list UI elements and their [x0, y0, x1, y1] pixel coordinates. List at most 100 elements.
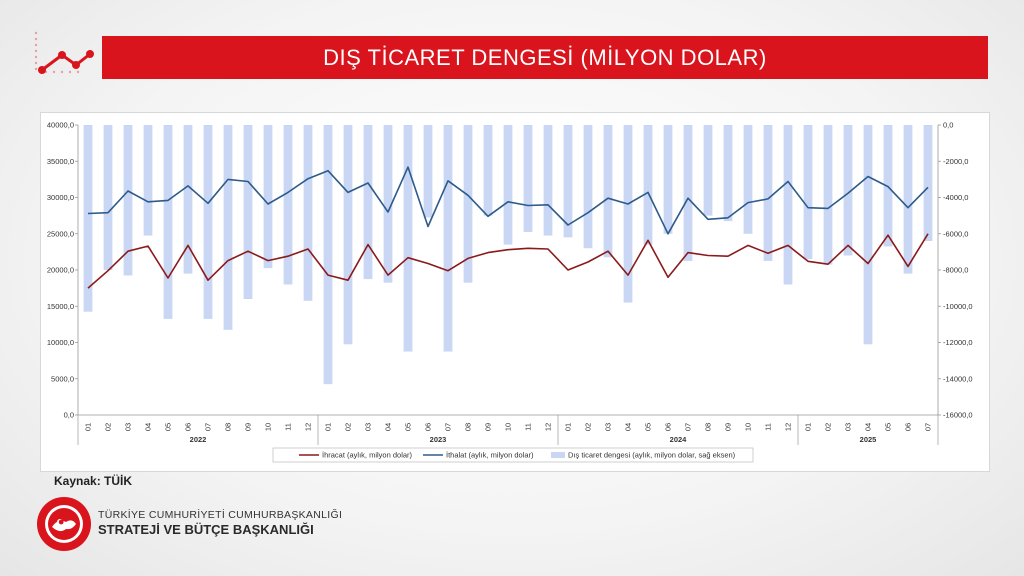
balance-bar: [443, 125, 453, 352]
balance-bar: [683, 125, 693, 261]
month-label: 10: [264, 423, 273, 431]
balance-bar: [723, 125, 733, 222]
org-name-line1: TÜRKİYE CUMHURİYETİ CUMHURBAŞKANLIĞI: [98, 509, 343, 521]
balance-bar: [763, 125, 773, 261]
balance-bar: [863, 125, 873, 345]
balance-bar: [383, 125, 393, 283]
year-label: 2023: [430, 435, 447, 444]
balance-bar: [843, 125, 853, 256]
balance-bar: [783, 125, 793, 285]
month-label: 12: [544, 423, 553, 431]
chart-axes: 0,0 5000,0 10000,0 15000,0 20000,0 25000,0 300…: [47, 121, 973, 445]
left-tick-label: 35000,0: [47, 157, 74, 166]
month-label: 05: [164, 423, 173, 431]
month-label: 03: [364, 423, 373, 431]
balance-bar: [423, 125, 433, 218]
left-tick-label: 5000,0: [51, 374, 74, 383]
month-label: 02: [824, 423, 833, 431]
month-label: 03: [604, 423, 613, 431]
month-label: 08: [704, 423, 713, 431]
balance-bar: [103, 125, 113, 270]
right-tick-label: -12000,0: [943, 338, 973, 347]
month-label: 10: [504, 423, 513, 431]
balance-bar: [803, 125, 813, 260]
month-label: 04: [144, 423, 153, 431]
month-label: 11: [524, 423, 533, 431]
year-label: 2022: [190, 435, 207, 444]
trade-lines: [87, 166, 929, 289]
month-label: 04: [384, 423, 393, 431]
year-label: 2024: [670, 435, 688, 444]
balance-bar: [123, 125, 133, 276]
month-label: 08: [224, 423, 233, 431]
right-tick-label: -14000,0: [943, 374, 973, 383]
exports-line: [87, 233, 929, 289]
balance-bar: [623, 125, 633, 303]
balance-bar: [923, 125, 933, 241]
month-label: 04: [864, 423, 873, 431]
chart-panel: 0,0 5000,0 10000,0 15000,0 20000,0 25000,0 300…: [40, 112, 990, 472]
left-tick-label: 0,0: [64, 411, 74, 420]
right-tick-label: -6000,0: [943, 229, 968, 238]
balance-bar: [143, 125, 153, 236]
left-tick-label: 15000,0: [47, 302, 74, 311]
month-label: 02: [584, 423, 593, 431]
month-label: 09: [724, 423, 733, 431]
month-label: 11: [284, 423, 293, 431]
balance-bar: [183, 125, 193, 274]
legend-label-imports: İthalat (aylık, milyon dolar): [446, 451, 534, 460]
balance-bar: [743, 125, 753, 234]
balance-bar: [203, 125, 213, 319]
balance-bars: [83, 125, 933, 385]
balance-bar: [343, 125, 353, 345]
right-tick-label: -10000,0: [943, 302, 973, 311]
left-tick-label: 10000,0: [47, 338, 74, 347]
right-tick-label: -2000,0: [943, 157, 968, 166]
balance-bar: [663, 125, 673, 234]
month-label: 04: [624, 423, 633, 431]
right-tick-label: -8000,0: [943, 266, 968, 275]
month-label: 02: [104, 423, 113, 431]
month-label: 02: [344, 423, 353, 431]
balance-bar: [543, 125, 553, 236]
balance-bar: [643, 125, 653, 245]
month-label: 07: [684, 423, 693, 431]
balance-bar: [463, 125, 473, 283]
balance-bar: [903, 125, 913, 274]
org-name-line2: STRATEJİ VE BÜTÇE BAŞKANLIĞI: [98, 522, 314, 537]
month-label: 07: [444, 423, 453, 431]
month-label: 01: [84, 423, 93, 431]
month-label: 01: [804, 423, 813, 431]
balance-bar: [323, 125, 333, 385]
legend-label-balance: Dış ticaret dengesi (aylık, milyon dolar…: [568, 451, 736, 460]
balance-bar: [703, 125, 713, 216]
right-tick-label: -16000,0: [943, 411, 973, 420]
balance-bar: [163, 125, 173, 319]
balance-bar: [603, 125, 613, 258]
balance-bar: [83, 125, 93, 312]
left-tick-label: 30000,0: [47, 193, 74, 202]
left-tick-label: 40000,0: [47, 121, 74, 130]
month-label: 08: [464, 423, 473, 431]
right-tick-label: -4000,0: [943, 193, 968, 202]
sbb-logo: [37, 497, 91, 551]
month-label: 06: [664, 423, 673, 431]
month-label: 03: [124, 423, 133, 431]
imports-line: [87, 166, 929, 235]
left-tick-label: 25000,0: [47, 229, 74, 238]
month-label: 01: [564, 423, 573, 431]
page-title: DIŞ TİCARET DENGESİ (MİLYON DOLAR): [102, 36, 988, 79]
balance-bar: [583, 125, 593, 249]
month-label: 06: [424, 423, 433, 431]
trade-balance-chart: 0,0 5000,0 10000,0 15000,0 20000,0 25000,0 300…: [47, 121, 973, 463]
balance-bar: [303, 125, 313, 301]
left-tick-label: 20000,0: [47, 266, 74, 275]
month-label: 10: [744, 423, 753, 431]
balance-bar: [503, 125, 513, 245]
month-label: 06: [184, 423, 193, 431]
legend-swatch-balance: [551, 452, 565, 458]
legend-label-exports: İhracat (aylık, milyon dolar): [322, 451, 413, 460]
balance-bar: [283, 125, 293, 285]
year-label: 2025: [860, 435, 877, 444]
month-label: 07: [204, 423, 213, 431]
